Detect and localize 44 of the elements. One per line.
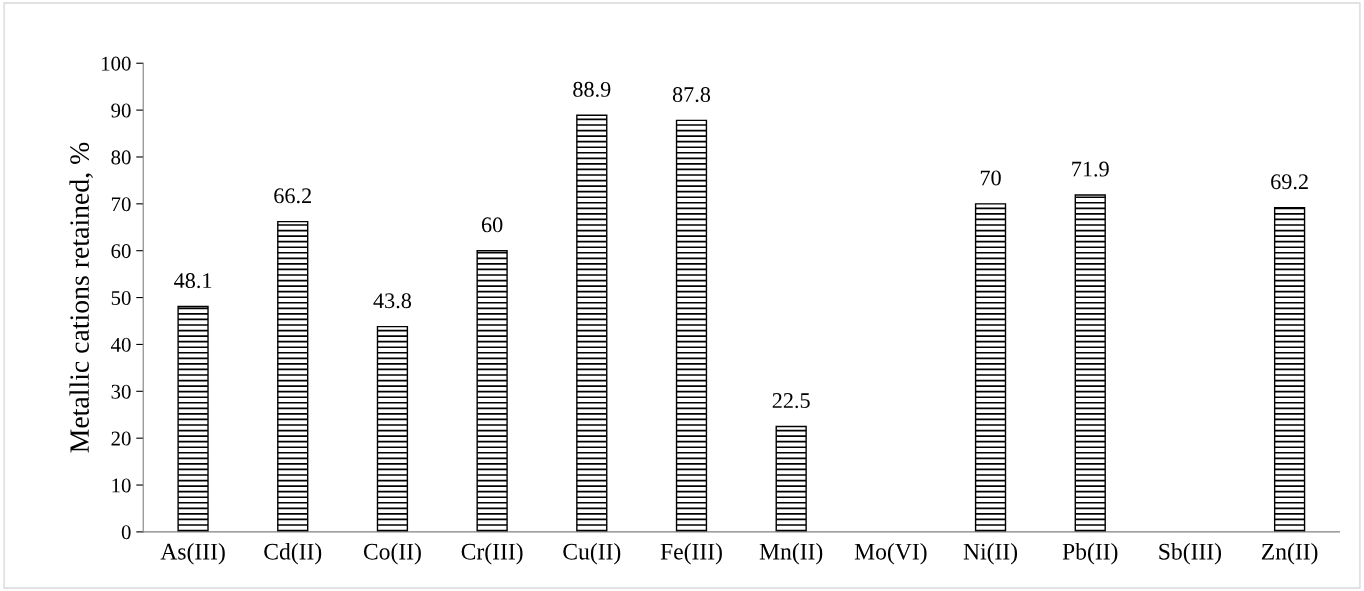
data-label: 43.8 [373, 293, 412, 309]
x-tick-label: Cu(II) [563, 543, 621, 565]
x-tick-label: Pb(II) [1062, 543, 1118, 565]
y-tick-label: 90 [111, 103, 131, 118]
x-tick-label: Ni(II) [963, 543, 1018, 565]
x-tick-label: Cd(II) [264, 543, 322, 565]
data-label: 88.9 [573, 81, 611, 97]
data-label: 48.1 [174, 273, 212, 289]
data-label: 69.2 [1271, 174, 1308, 190]
x-tick-label: Sb(III) [1159, 543, 1222, 565]
y-tick-label: 60 [111, 244, 131, 259]
x-tick-label: Mo(VI) [854, 543, 927, 565]
bar [1074, 194, 1106, 532]
y-tick-label: 10 [112, 478, 131, 493]
data-label: 70 [980, 170, 1001, 186]
bar [675, 119, 708, 532]
y-axis-title: Metallic cations retained, % [69, 142, 93, 453]
data-label: 66.2 [274, 188, 311, 204]
bar [576, 114, 608, 532]
bar [376, 325, 409, 532]
data-label: 60 [481, 217, 503, 233]
data-label: 87.8 [672, 87, 711, 103]
y-tick-label: 20 [111, 431, 131, 446]
y-tick-label: 70 [111, 197, 131, 212]
y-tick-label: 100 [102, 56, 131, 71]
x-tick-label: Zn(II) [1261, 543, 1318, 565]
data-label: 22.5 [772, 393, 810, 409]
bar [277, 220, 309, 532]
x-tick-label: Cr(III) [461, 543, 523, 565]
x-tick-label: Co(II) [363, 543, 421, 565]
y-tick-label: 0 [121, 525, 131, 540]
bar [177, 305, 209, 532]
y-tick-label: 50 [111, 290, 131, 305]
y-tick-label: 80 [111, 150, 131, 165]
x-tick-label: As(III) [160, 543, 225, 565]
x-tick-label: Fe(III) [660, 543, 722, 565]
bar [1273, 206, 1306, 532]
bar [775, 425, 807, 532]
bar [974, 203, 1007, 532]
y-tick-label: 40 [110, 337, 131, 352]
y-tick-label: 30 [111, 384, 131, 399]
data-label: 71.9 [1072, 161, 1109, 177]
bar [476, 250, 508, 532]
x-tick-label: Mn(II) [759, 543, 823, 565]
